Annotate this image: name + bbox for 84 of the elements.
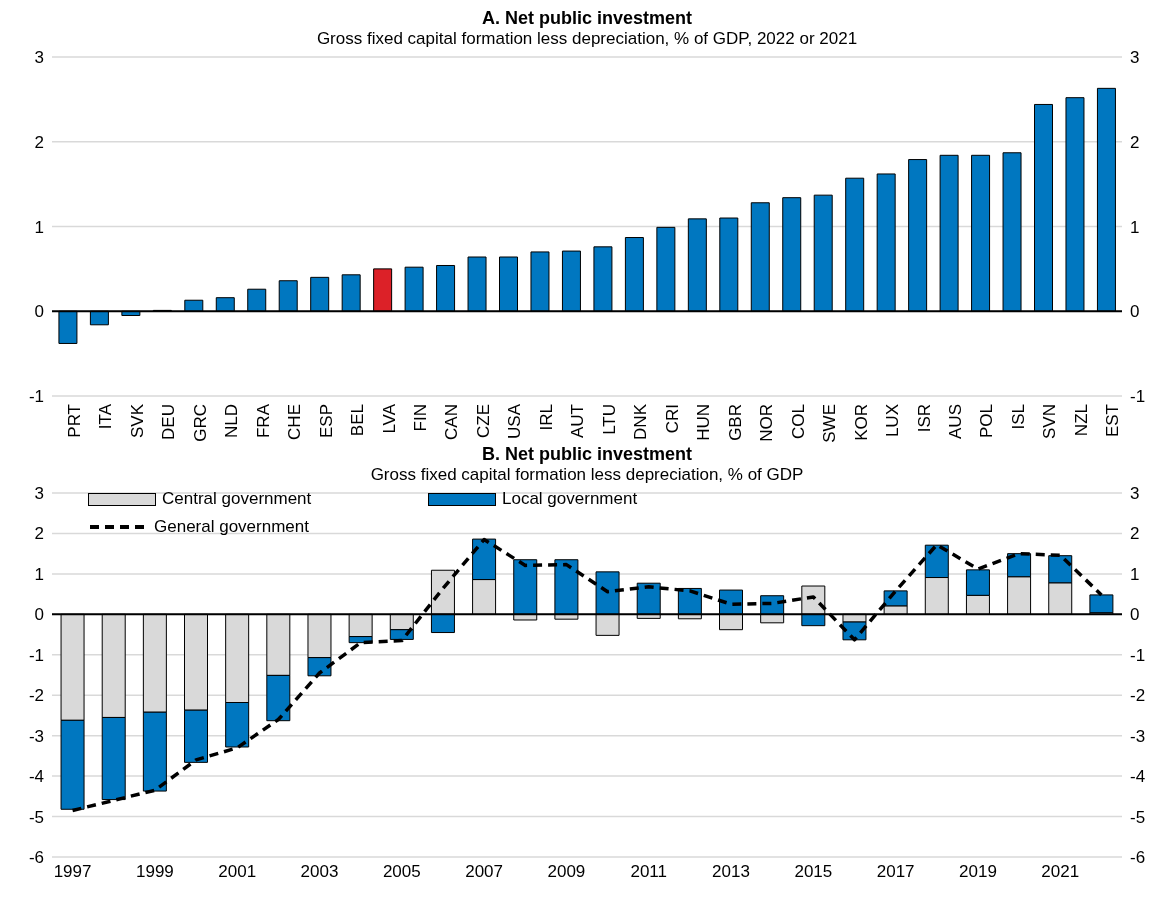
y2-tick-label: 1 <box>1130 217 1140 237</box>
x-tick-label: DNK <box>631 403 651 440</box>
x-tick-label: SVK <box>127 403 147 439</box>
y-tick-label: 3 <box>34 484 44 504</box>
y-tick-label: 1 <box>34 217 44 237</box>
x-tick-label: GRC <box>190 404 210 442</box>
x-tick-label: AUS <box>945 404 965 439</box>
y-tick-label: 1 <box>34 564 44 584</box>
x-tick-label: CRI <box>662 404 682 434</box>
chart-title: B. Net public investment <box>480 444 693 465</box>
x-tick-label: LUX <box>883 404 903 438</box>
x-tick-label: LTU <box>599 404 619 435</box>
chart-subtitle: Gross fixed capital formation less depreciation, % of GDP, 2022 or 2021 <box>315 29 859 49</box>
x-tick-label: 2001 <box>218 862 257 882</box>
chart-subtitle: Gross fixed capital formation less depreciation, % of GDP <box>369 465 805 485</box>
y2-tick-label: 1 <box>1130 564 1140 584</box>
y-tick-label: -4 <box>28 767 44 787</box>
legend-label: Local government <box>502 489 638 509</box>
x-tick-label: 2011 <box>630 862 668 882</box>
x-tick-label: HUN <box>694 404 714 441</box>
x-tick-label: CAN <box>442 404 462 440</box>
x-tick-label: NOR <box>757 404 777 442</box>
x-tick-label: SWE <box>820 404 840 443</box>
legend-label: General government <box>154 517 309 537</box>
y-tick-label: -1 <box>28 387 44 407</box>
x-tick-label: 2007 <box>465 862 504 882</box>
x-tick-label: NZL <box>1071 404 1091 437</box>
x-tick-label: PRT <box>64 404 84 438</box>
x-tick-label: CHE <box>285 404 305 440</box>
y-tick-label: 2 <box>34 132 44 152</box>
y-tick-label: 3 <box>34 48 44 68</box>
y2-tick-label: -5 <box>1130 807 1146 827</box>
x-tick-label: ISR <box>914 404 934 433</box>
y2-tick-label: -1 <box>1130 645 1146 665</box>
x-tick-label: 2003 <box>300 862 339 882</box>
x-tick-label: 2019 <box>959 862 997 882</box>
x-tick-label: BEL <box>348 404 368 437</box>
y-tick-label: -3 <box>28 726 44 746</box>
y-tick-label: -1 <box>28 645 44 665</box>
legend-label: Central government <box>162 489 312 509</box>
chart-title: A. Net public investment <box>480 8 693 29</box>
x-tick-label: 2009 <box>547 862 586 882</box>
x-tick-label: GBR <box>725 404 745 441</box>
x-tick-label: 2013 <box>712 862 750 882</box>
y2-tick-label: -2 <box>1130 686 1146 706</box>
x-tick-label: 1999 <box>135 862 174 882</box>
y2-tick-label: 2 <box>1130 132 1140 152</box>
y2-tick-label: 3 <box>1130 48 1140 68</box>
y2-tick-label: -1 <box>1130 387 1146 407</box>
x-tick-label: DEU <box>159 404 179 440</box>
y-tick-label: 2 <box>34 524 44 544</box>
x-tick-label: 1997 <box>53 862 92 882</box>
y2-tick-label: -4 <box>1130 767 1146 787</box>
x-tick-label: AUT <box>568 404 588 438</box>
y-tick-label: -6 <box>28 848 44 868</box>
x-tick-label: 2005 <box>382 862 421 882</box>
x-tick-label: EST <box>1103 404 1123 438</box>
x-tick-label: USA <box>505 403 525 439</box>
x-tick-label: ITA <box>96 403 116 430</box>
y-tick-label: 0 <box>34 605 44 625</box>
y-tick-label: -5 <box>28 807 44 827</box>
y2-tick-label: 2 <box>1130 524 1140 544</box>
x-tick-label: 2017 <box>876 862 915 882</box>
y2-tick-label: -6 <box>1130 848 1146 868</box>
x-tick-label: 2015 <box>794 862 833 882</box>
y-tick-label: 0 <box>34 302 44 322</box>
y2-tick-label: 3 <box>1130 484 1140 504</box>
x-tick-label: LVA <box>379 403 399 434</box>
x-tick-label: COL <box>788 404 808 439</box>
x-tick-label: CZE <box>473 404 493 438</box>
x-tick-label: NLD <box>222 404 242 439</box>
y-tick-label: -2 <box>28 686 44 706</box>
x-tick-label: POL <box>977 404 997 439</box>
x-tick-label: SVN <box>1040 404 1060 439</box>
x-tick-label: ESP <box>316 404 336 439</box>
x-tick-label: FIN <box>410 404 430 432</box>
x-tick-label: KOR <box>851 404 871 441</box>
x-tick-label: ISL <box>1008 404 1028 430</box>
x-tick-label: FRA <box>253 403 273 438</box>
x-tick-label: IRL <box>536 404 556 431</box>
y2-tick-label: 0 <box>1130 605 1140 625</box>
x-tick-label: 2021 <box>1041 862 1080 882</box>
y2-tick-label: -3 <box>1130 726 1146 746</box>
y2-tick-label: 0 <box>1130 302 1140 322</box>
